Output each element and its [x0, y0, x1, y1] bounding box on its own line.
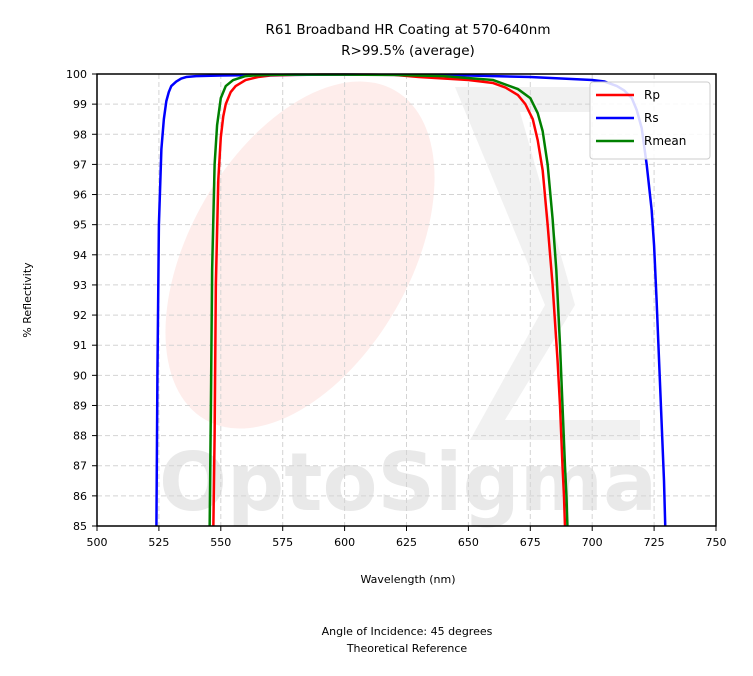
y-tick-label: 88: [73, 430, 87, 443]
y-tick-label: 92: [73, 309, 87, 322]
chart-subtitle: R>99.5% (average): [341, 43, 475, 59]
y-tick-label: 93: [73, 279, 87, 292]
x-tick-label: 650: [458, 536, 479, 549]
x-tick-label: 525: [148, 536, 169, 549]
watermark-text: OptoSigma: [159, 436, 657, 529]
series-line-rmean: [208, 73, 569, 526]
y-tick-label: 96: [73, 189, 87, 202]
y-tick-label: 95: [73, 219, 87, 232]
legend-label-rmean: Rmean: [644, 134, 686, 148]
x-tick-label: 600: [334, 536, 355, 549]
y-tick-label: 100: [66, 68, 87, 81]
y-tick-label: 91: [73, 339, 87, 352]
y-axis-ticks: 85 86 87 88 89 90 91 92 93 94 95 96 97 98 99 100: [66, 68, 97, 533]
x-tick-label: 625: [396, 536, 417, 549]
x-axis-label: Wavelength (nm): [360, 573, 455, 586]
x-tick-label: 550: [210, 536, 231, 549]
legend: Rp Rs Rmean: [589, 81, 711, 160]
y-tick-label: 87: [73, 460, 87, 473]
x-tick-label: 575: [272, 536, 293, 549]
series-line-rs: [155, 73, 667, 526]
y-tick-label: 99: [73, 98, 87, 111]
x-tick-label: 675: [520, 536, 541, 549]
chart-title: R61 Broadband HR Coating at 570-640nm: [266, 22, 551, 38]
y-tick-label: 85: [73, 520, 87, 533]
y-tick-label: 94: [73, 249, 87, 262]
x-tick-label: 500: [87, 536, 108, 549]
y-tick-label: 89: [73, 399, 87, 412]
x-tick-label: 700: [582, 536, 603, 549]
y-tick-label: 86: [73, 490, 87, 503]
y-axis-label: % Reflectivity: [21, 262, 34, 338]
watermark: OptoSigma: [159, 81, 657, 529]
x-tick-label: 725: [644, 536, 665, 549]
x-tick-label: 750: [706, 536, 727, 549]
legend-label-rs: Rs: [644, 111, 659, 125]
y-tick-label: 90: [73, 369, 87, 382]
series-lines: [155, 73, 667, 526]
footnote-line-1: Angle of Incidence: 45 degrees: [322, 625, 493, 638]
footnote-line-2: Theoretical Reference: [346, 642, 468, 655]
x-axis-ticks: 500 525 550 575 600 625 650 675 700 725 750: [87, 526, 727, 549]
legend-label-rp: Rp: [644, 88, 660, 102]
y-tick-label: 98: [73, 128, 87, 141]
y-tick-label: 97: [73, 158, 87, 171]
watermark-sigma-shape: [455, 87, 640, 440]
